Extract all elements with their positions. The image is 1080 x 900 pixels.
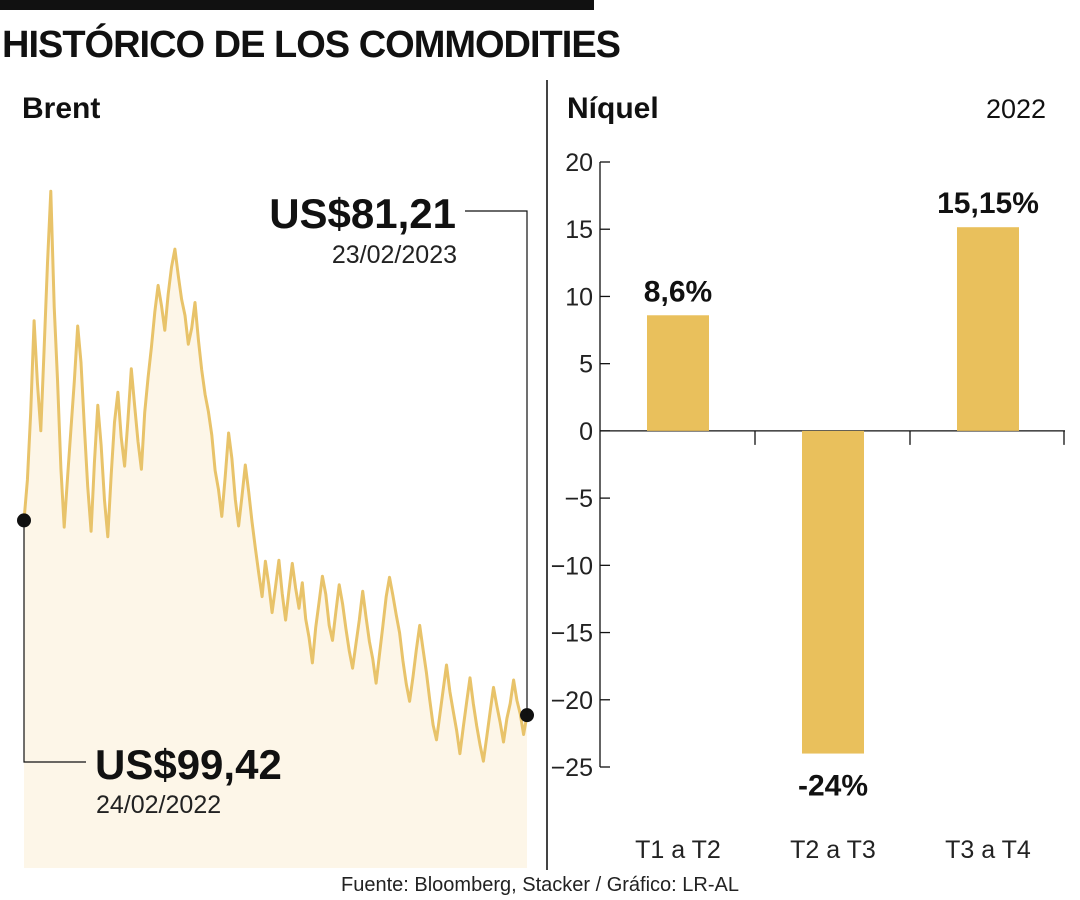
brent-panel-title: Brent	[22, 92, 101, 125]
page-title: HISTÓRICO DE LOS COMMODITIES	[2, 24, 621, 66]
top-rule	[0, 0, 594, 10]
niquel-year-label: 2022	[986, 94, 1047, 124]
niquel-y-tick-label: 20	[565, 149, 593, 177]
niquel-y-tick-label: −15	[551, 620, 593, 648]
niquel-bar-value-label: -24%	[798, 770, 868, 803]
panel-divider	[546, 80, 548, 870]
niquel-y-tick-label: −25	[551, 754, 593, 782]
niquel-category-label: T3 a T4	[945, 836, 1031, 864]
brent-end-leader	[465, 210, 528, 716]
niquel-y-tick-label: 0	[579, 418, 593, 446]
niquel-y-tick-label: −10	[551, 552, 593, 580]
brent-start-price-label: US$99,42	[95, 741, 282, 788]
source-note: Fuente: Bloomberg, Stacker / Gráfico: LR…	[341, 874, 739, 896]
brent-end-date-label: 23/02/2023	[332, 241, 457, 269]
niquel-y-tick-label: −20	[551, 687, 593, 715]
niquel-bar	[802, 430, 864, 754]
niquel-panel-title: Níquel	[567, 92, 659, 125]
niquel-bar	[647, 315, 709, 431]
brent-area-fill	[24, 191, 527, 869]
niquel-y-tick-label: 5	[579, 351, 593, 379]
niquel-y-tick-label: −5	[564, 485, 593, 513]
niquel-bar-value-label: 15,15%	[937, 187, 1039, 220]
brent-start-date-label: 24/02/2022	[96, 791, 221, 819]
niquel-bar-value-label: 8,6%	[644, 275, 712, 308]
niquel-bar	[957, 227, 1019, 431]
brent-end-price-label: US$81,21	[269, 190, 456, 237]
brent-price-line	[22, 189, 529, 763]
niquel-y-tick-label: 15	[565, 216, 593, 244]
niquel-category-label: T1 a T2	[635, 836, 721, 864]
brent-start-leader	[23, 520, 86, 763]
niquel-bar-chart: 20 15 10 5 0 −5 −10 −15 −20 −25 8,6% T1 a T2 -24% T2 …	[551, 149, 1065, 864]
brent-area-chart: US$81,21 23/02/2023 US$99,42 24/02/2022	[17, 189, 534, 869]
niquel-y-tick-label: 10	[565, 283, 593, 311]
niquel-category-label: T2 a T3	[790, 836, 876, 864]
